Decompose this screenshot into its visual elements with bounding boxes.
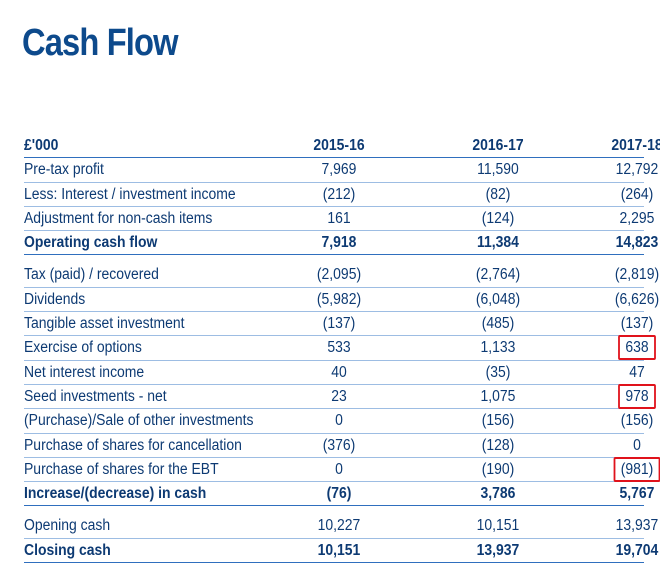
row-value-highlighted: (981) <box>592 456 660 482</box>
row-label: Adjustment for non-cash items <box>24 209 213 227</box>
row-value: 47 <box>629 363 645 381</box>
row-value: (2,764) <box>475 266 521 284</box>
subtotal-row-operating-cash-flow: Operating cash flow 7,918 11,384 14,823 <box>24 231 658 256</box>
header-col-2017-18: 2017-18 <box>611 137 660 154</box>
row-value: 23 <box>331 387 347 405</box>
row-label: (Purchase)/Sale of other investments <box>24 412 254 430</box>
row-value: 0 <box>335 412 343 430</box>
row-value: 3,786 <box>480 485 516 503</box>
table-row: (Purchase)/Sale of other investments 0 (… <box>24 409 653 434</box>
table-row: Tax (paid) / recovered (2,095) (2,764) (… <box>24 263 659 288</box>
row-value: 13,937 <box>476 541 520 559</box>
row-value: (376) <box>322 436 356 454</box>
row-value: (6,626) <box>614 290 660 308</box>
row-value: (156) <box>620 412 654 430</box>
row-label: Exercise of options <box>24 339 142 357</box>
row-label: Opening cash <box>24 517 111 535</box>
table-row: Net interest income 40 (35) 47 <box>24 361 645 385</box>
row-value-highlighted: 978 <box>592 383 660 409</box>
row-value: 0 <box>633 436 641 454</box>
row-value: (137) <box>620 315 654 333</box>
row-label: Operating cash flow <box>24 234 158 252</box>
row-value: 7,918 <box>321 234 357 252</box>
row-value: (485) <box>481 315 515 333</box>
row-label: Dividends <box>24 290 86 308</box>
row-label: Tax (paid) / recovered <box>24 266 159 284</box>
row-value: (35) <box>485 363 511 381</box>
row-label: Pre-tax profit <box>24 161 104 179</box>
table-row: Exercise of options 533 1,133 638 <box>24 335 656 361</box>
row-value: (128) <box>481 436 515 454</box>
row-value: 11,384 <box>477 234 519 252</box>
table-row: Less: Interest / investment income (212)… <box>24 183 653 207</box>
row-label: Closing cash <box>24 541 111 559</box>
table-row: Pre-tax profit 7,969 11,590 12,792 <box>24 158 658 183</box>
row-value: 2,295 <box>619 209 655 227</box>
row-value: 14,823 <box>615 234 659 252</box>
row-value: 19,704 <box>615 541 659 559</box>
header-col-2015-16: 2015-16 <box>313 137 365 154</box>
row-value: 10,151 <box>317 541 361 559</box>
row-value: 12,792 <box>615 161 659 179</box>
row-value: (124) <box>481 209 515 227</box>
row-label: Less: Interest / investment income <box>24 185 236 203</box>
row-value: (5,982) <box>316 290 362 308</box>
row-value: (2,095) <box>316 266 362 284</box>
page-title: Cash Flow <box>22 22 179 64</box>
table-row: Purchase of shares for the EBT 0 (190) (… <box>24 456 660 483</box>
row-value: 533 <box>327 339 351 357</box>
row-label: Seed investments - net <box>24 387 167 405</box>
row-label: Increase/(decrease) in cash <box>24 485 207 503</box>
table-header-row: £'000 2015-16 2016-17 2017-18 <box>24 134 660 159</box>
highlight-box: (981) <box>613 456 660 482</box>
row-value: 0 <box>335 460 343 478</box>
total-row-closing-cash: Closing cash 10,151 13,937 19,704 <box>24 539 658 564</box>
row-value: (6,048) <box>475 290 521 308</box>
row-label: Net interest income <box>24 363 145 381</box>
row-value: (264) <box>620 185 654 203</box>
header-col-2016-17: 2016-17 <box>472 137 524 154</box>
row-label: Purchase of shares for the EBT <box>24 460 219 478</box>
row-value: (82) <box>485 185 511 203</box>
row-value: 10,227 <box>317 517 361 535</box>
row-value: 40 <box>331 363 347 381</box>
cash-flow-table: £'000 2015-16 2016-17 2017-18 Pre-tax pr… <box>24 134 660 564</box>
table-row: Adjustment for non-cash items 161 (124) … <box>24 207 654 232</box>
row-value: 1,133 <box>480 339 516 357</box>
table-row: Dividends (5,982) (6,048) (6,626) <box>24 288 659 313</box>
table-row: Seed investments - net 23 1,075 978 <box>24 383 656 410</box>
row-value: 10,151 <box>476 517 520 535</box>
table-row: Opening cash 10,227 10,151 13,937 <box>24 514 658 539</box>
row-label: Purchase of shares for cancellation <box>24 436 242 454</box>
table-row: Purchase of shares for cancellation (376… <box>24 434 644 458</box>
row-value: (137) <box>322 315 356 333</box>
row-value: 13,937 <box>615 517 659 535</box>
row-value-highlighted: 638 <box>592 335 660 361</box>
row-value: 161 <box>327 209 351 227</box>
subtotal-row-increase-in-cash: Increase/(decrease) in cash (76) 3,786 5… <box>24 482 654 507</box>
row-value: (212) <box>322 185 356 203</box>
header-label: £'000 <box>24 137 59 154</box>
row-value: (76) <box>326 485 352 503</box>
highlight-box: 638 <box>618 335 656 361</box>
row-value: (2,819) <box>614 266 660 284</box>
row-value: 11,590 <box>477 161 519 179</box>
row-label: Tangible asset investment <box>24 315 185 333</box>
row-value: (156) <box>481 412 515 430</box>
row-value: 1,075 <box>480 387 516 405</box>
highlight-box: 978 <box>618 383 656 409</box>
row-value: 7,969 <box>321 161 357 179</box>
row-value: (190) <box>481 460 515 478</box>
table-row: Tangible asset investment (137) (485) (1… <box>24 312 653 337</box>
row-value: 5,767 <box>619 485 655 503</box>
